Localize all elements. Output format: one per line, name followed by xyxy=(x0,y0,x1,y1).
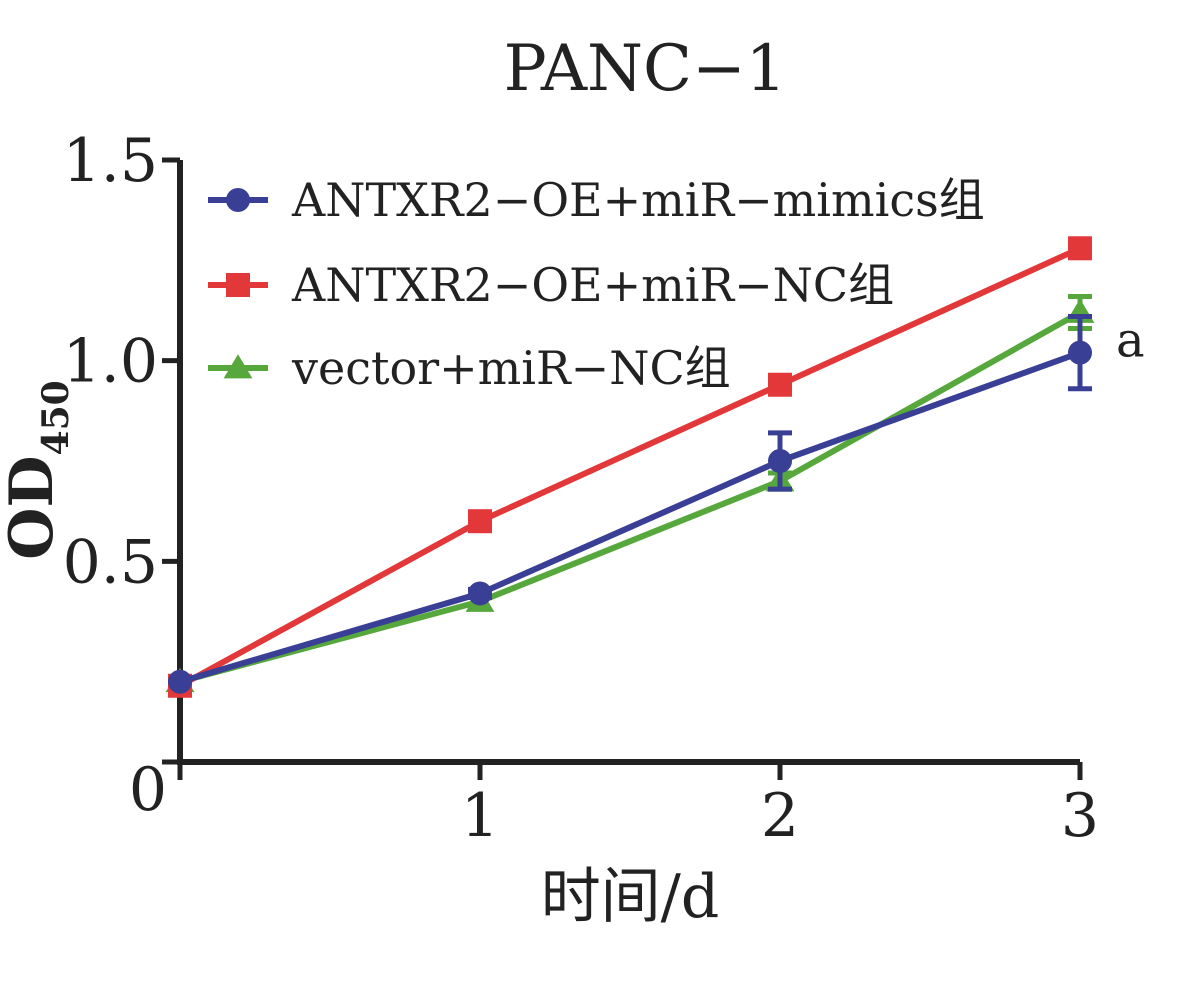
legend-marker xyxy=(226,273,250,297)
legend-marker xyxy=(226,188,250,212)
ticks: 0 0.5 1.0 1.5 1 2 3 xyxy=(63,126,1100,851)
chart-title: PANC−1 xyxy=(504,32,787,106)
legend-label: ANTXR2−OE+miR−mimics组 xyxy=(291,173,985,227)
data-point xyxy=(1068,340,1092,365)
legend-marker xyxy=(223,354,253,379)
data-point xyxy=(468,581,492,606)
y-tick-label: 0 xyxy=(129,755,167,825)
data-point xyxy=(768,372,792,397)
legend-item: ANTXR2−OE+miR−NC组 xyxy=(208,258,894,312)
y-axis-label: OD450 xyxy=(0,380,77,559)
significance-annotation: a xyxy=(1116,313,1145,369)
x-tick-label: 1 xyxy=(461,781,499,851)
x-tick-label: 2 xyxy=(761,781,799,851)
x-tick-label: 3 xyxy=(1061,781,1099,851)
series-layer xyxy=(165,236,1095,698)
axes xyxy=(177,160,1080,765)
series-line xyxy=(179,349,1082,685)
legend-label: vector+miR−NC组 xyxy=(291,341,731,395)
y-axis-title-subscript: 450 xyxy=(35,380,77,455)
y-axis-title-main: OD xyxy=(0,455,67,559)
series-line xyxy=(179,309,1082,685)
series-circle xyxy=(168,314,1092,694)
y-tick-label: 0.5 xyxy=(63,527,158,597)
data-point xyxy=(768,449,792,473)
y-tick-label: 1.5 xyxy=(63,126,158,196)
legend: ANTXR2−OE+miR−mimics组 ANTXR2−OE+miR−NC组 ve… xyxy=(208,173,985,395)
legend-label: ANTXR2−OE+miR−NC组 xyxy=(291,258,894,312)
y-axis-title: OD450 xyxy=(0,380,77,559)
data-point xyxy=(468,509,492,534)
data-point xyxy=(1068,236,1092,261)
y-tick-label: 1.0 xyxy=(63,327,158,397)
legend-item: ANTXR2−OE+miR−mimics组 xyxy=(208,173,985,227)
series-line xyxy=(178,245,1082,689)
data-point xyxy=(168,669,192,694)
legend-item: vector+miR−NC组 xyxy=(208,341,731,395)
x-axis-title: 时间/d xyxy=(541,862,720,932)
annotation-layer: a xyxy=(1116,313,1145,369)
